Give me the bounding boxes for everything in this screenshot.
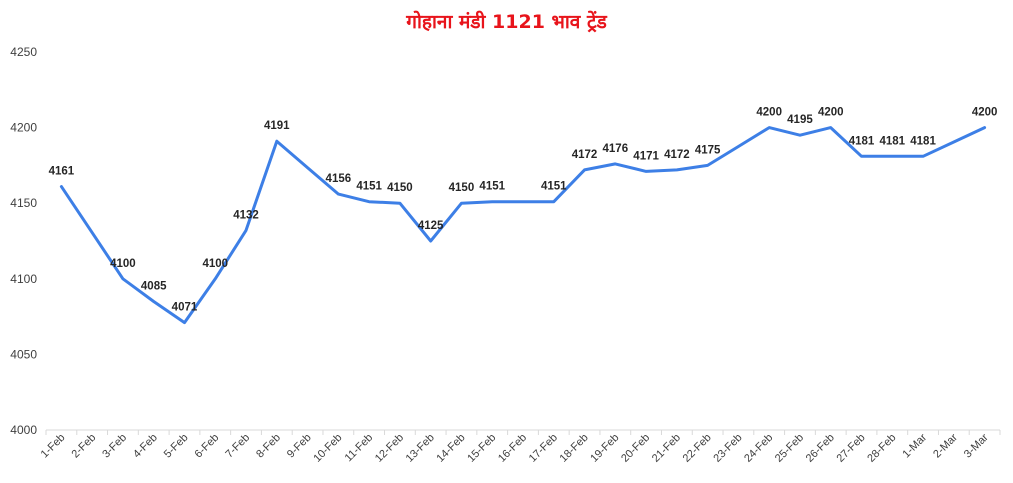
- data-label: 4200: [818, 107, 844, 119]
- data-label: 4181: [849, 135, 875, 147]
- x-tick-label: 23-Feb: [711, 432, 744, 465]
- data-label: 4161: [49, 166, 75, 178]
- data-label: 4195: [787, 114, 813, 126]
- data-point: [798, 133, 802, 137]
- data-point: [275, 139, 279, 143]
- data-point: [706, 163, 710, 167]
- x-tick-label: 20-Feb: [619, 432, 652, 465]
- y-tick-label: 4150: [10, 196, 37, 210]
- data-label: 4191: [264, 120, 290, 132]
- x-tick-label: 14-Feb: [434, 432, 467, 465]
- data-point: [306, 166, 310, 170]
- x-tick-label: 1-Feb: [39, 432, 68, 461]
- data-point: [213, 277, 217, 281]
- data-label: 4125: [418, 220, 444, 232]
- data-label: 4171: [633, 150, 659, 162]
- data-label: 4071: [172, 302, 198, 314]
- x-tick-label: 11-Feb: [343, 432, 376, 465]
- data-label: 4176: [603, 143, 629, 155]
- data-label: 4150: [387, 182, 413, 194]
- data-label: 4100: [110, 258, 136, 270]
- x-tick-label: 15-Feb: [465, 432, 498, 465]
- data-label: 4132: [233, 209, 259, 221]
- data-point: [182, 321, 186, 325]
- data-point: [367, 200, 371, 204]
- data-label: 4172: [572, 149, 598, 161]
- x-tick-label: 13-Feb: [404, 432, 437, 465]
- data-label: 4150: [449, 182, 475, 194]
- data-point: [490, 200, 494, 204]
- data-point: [459, 201, 463, 205]
- x-tick-label: 7-Feb: [223, 432, 252, 461]
- x-tick-label: 18-Feb: [558, 432, 591, 465]
- data-label: 4100: [202, 258, 228, 270]
- y-tick-label: 4050: [10, 347, 37, 361]
- data-point: [336, 192, 340, 196]
- data-label: 4151: [541, 181, 567, 193]
- x-tick-label: 22-Feb: [681, 432, 714, 465]
- data-point: [552, 200, 556, 204]
- data-point: [675, 168, 679, 172]
- data-label: 4181: [879, 135, 905, 147]
- data-point: [121, 277, 125, 281]
- x-tick-label: 5-Feb: [162, 432, 191, 461]
- data-point: [644, 169, 648, 173]
- data-point: [90, 231, 94, 235]
- x-tick-label: 25-Feb: [773, 432, 806, 465]
- data-point: [952, 140, 956, 144]
- data-point: [829, 126, 833, 130]
- data-point: [521, 200, 525, 204]
- data-point: [398, 201, 402, 205]
- x-tick-label: 17-Feb: [527, 432, 560, 465]
- data-point: [59, 185, 63, 189]
- x-tick-label: 3-Mar: [962, 431, 991, 460]
- x-tick-label: 3-Feb: [100, 432, 129, 461]
- data-point: [429, 239, 433, 243]
- x-tick-label: 10-Feb: [311, 432, 344, 465]
- x-tick-label: 9-Feb: [285, 432, 314, 461]
- data-label: 4175: [695, 144, 721, 156]
- data-label: 4200: [756, 107, 782, 119]
- x-tick-label: 24-Feb: [742, 432, 775, 465]
- data-point: [767, 126, 771, 130]
- x-tick-label: 4-Feb: [131, 432, 160, 461]
- y-tick-label: 4200: [10, 121, 37, 135]
- x-tick-label: 27-Feb: [835, 432, 868, 465]
- data-label: 4200: [972, 107, 998, 119]
- x-tick-label: 1-Mar: [900, 431, 929, 460]
- x-tick-label: 21-Feb: [650, 432, 683, 465]
- data-point: [921, 154, 925, 158]
- data-point: [983, 126, 987, 130]
- y-tick-label: 4000: [10, 423, 37, 437]
- x-tick-label: 6-Feb: [193, 432, 222, 461]
- x-tick-label: 12-Feb: [373, 432, 406, 465]
- data-point: [736, 145, 740, 149]
- y-tick-label: 4250: [10, 45, 37, 59]
- x-tick-label: 2-Feb: [69, 432, 98, 461]
- x-tick-label: 16-Feb: [496, 432, 529, 465]
- series-line: [59, 126, 987, 325]
- data-point: [244, 228, 248, 232]
- data-point: [613, 162, 617, 166]
- x-tick-label: 26-Feb: [804, 432, 837, 465]
- y-tick-label: 4100: [10, 272, 37, 286]
- data-point: [152, 299, 156, 303]
- data-label: 4172: [664, 149, 690, 161]
- x-tick-label: 8-Feb: [254, 432, 283, 461]
- data-point: [860, 154, 864, 158]
- data-label: 4151: [356, 181, 382, 193]
- data-label: 4156: [326, 173, 352, 185]
- x-tick-label: 28-Feb: [865, 432, 898, 465]
- data-label: 4085: [141, 280, 167, 292]
- x-tick-label: 2-Mar: [931, 431, 960, 460]
- data-label: 4181: [910, 135, 936, 147]
- data-point: [890, 154, 894, 158]
- data-point: [583, 168, 587, 172]
- x-tick-label: 19-Feb: [588, 432, 621, 465]
- chart-title: गोहाना मंडी 1121 भाव ट्रेंड: [406, 11, 607, 33]
- data-label: 4151: [479, 181, 505, 193]
